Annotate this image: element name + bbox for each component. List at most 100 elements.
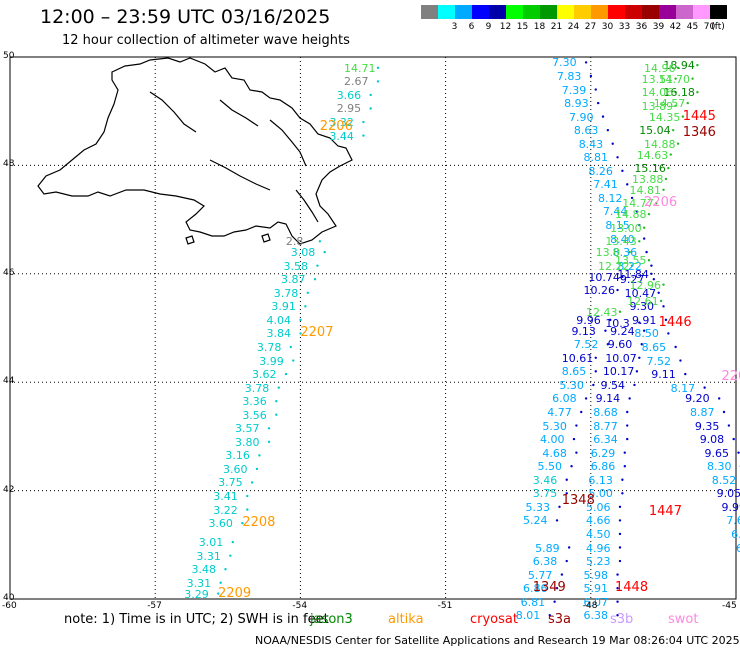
pass-time-label: 2209	[218, 585, 252, 601]
note-text: note: 1) Time is in UTC; 2) SWH is in fe…	[64, 612, 329, 627]
track-point	[246, 508, 249, 511]
track-point	[611, 142, 614, 145]
track-point	[717, 397, 721, 400]
wave-height-value: 8.65	[561, 365, 587, 379]
wave-height-value: 9.24	[610, 324, 635, 338]
credit: NOAA/NESDIS Center for Satellite Applica…	[255, 634, 740, 647]
track-point	[362, 120, 365, 124]
wave-height-value: 6.08	[552, 392, 577, 406]
track-point	[616, 156, 619, 159]
track-point	[659, 299, 663, 303]
lon-tick-label: -57	[147, 601, 162, 611]
track-point	[630, 196, 634, 200]
track-point	[676, 142, 680, 145]
track-point	[618, 559, 622, 563]
track-point	[669, 153, 672, 156]
track-point	[289, 345, 293, 349]
legend-label: 30	[601, 22, 614, 32]
wave-height-value: 7.44	[602, 205, 628, 219]
lon-tick-label: -60	[2, 601, 17, 611]
wave-height-value: 3.75	[218, 476, 243, 490]
wave-height-value: 3.60	[222, 462, 248, 476]
coast-detail-4	[219, 99, 259, 127]
wave-height-value: 3.48	[191, 563, 217, 577]
legend-label: 33	[618, 22, 631, 32]
track-point	[589, 74, 593, 78]
track-point	[618, 505, 622, 509]
wave-height-value: 6.96	[736, 541, 740, 555]
wave-height-value: 8.50	[634, 327, 659, 341]
wave-height-value: 10.26	[583, 284, 616, 298]
track-point	[616, 600, 619, 603]
wave-height-value: 8.15	[605, 219, 630, 233]
wave-height-value: 12.96	[629, 278, 662, 292]
legend-label: 45	[686, 22, 699, 32]
wave-height-value: 10.3	[605, 316, 630, 330]
wave-height-value: 3.66	[336, 88, 362, 102]
track-point	[565, 492, 568, 495]
pass-time-label: 1349	[532, 580, 566, 596]
legend-swatch	[676, 5, 693, 19]
lat-tick-label: 46	[3, 267, 15, 278]
wave-height-value: 7.41	[593, 178, 618, 192]
wave-height-value: 9.65	[704, 446, 730, 460]
track-point	[674, 91, 677, 94]
wave-height-value: 6.86	[523, 582, 548, 596]
wave-height-value: 7.39	[561, 83, 587, 97]
wave-height-value: 6.38	[583, 609, 609, 623]
track-point	[560, 573, 564, 576]
legend-swatch	[608, 5, 625, 19]
wave-height-value: 7.68	[726, 514, 740, 528]
wave-height-value: 5.06	[585, 500, 611, 514]
graticule	[10, 57, 736, 599]
legend-swatch	[625, 5, 642, 19]
legend-swatch	[591, 5, 608, 19]
pass-time-label: 1447	[648, 504, 682, 520]
wave-height-value: 2.67	[343, 75, 369, 89]
wave-height-value: 6.29	[590, 446, 616, 460]
track-point	[299, 332, 302, 335]
track-point	[267, 440, 271, 444]
wave-height-value: 8.36	[612, 246, 638, 260]
wave-height-value: 8.17	[670, 381, 696, 395]
wave-height-value: 7.52	[646, 354, 671, 368]
wave-height-value: 5.77	[527, 568, 553, 582]
wave-height-value: 14.88	[644, 137, 676, 151]
wave-height-value: 14.81	[629, 183, 662, 197]
track-point	[626, 183, 629, 186]
wave-height-value: 8.40	[610, 232, 635, 246]
track-point	[703, 386, 706, 389]
lat-tick-label: 50	[3, 51, 15, 61]
coast-detail-2	[209, 159, 271, 191]
track-point	[662, 305, 665, 308]
legend-swatch	[557, 5, 574, 19]
track-point	[604, 329, 607, 332]
track-point	[229, 554, 232, 557]
track-point	[299, 318, 302, 322]
track-point	[318, 240, 322, 243]
island-2	[261, 233, 271, 243]
track-point	[621, 492, 624, 495]
track-point	[635, 370, 639, 373]
legend-swatch	[642, 5, 659, 19]
wave-height-value: 13.55	[615, 254, 647, 268]
track-point	[681, 115, 685, 118]
wave-height-value: 8.77	[593, 419, 618, 433]
track-point	[224, 567, 227, 571]
track-point	[638, 223, 641, 227]
wave-height-value: 8.63	[573, 124, 599, 138]
track-point	[621, 478, 624, 481]
track-point	[650, 272, 653, 275]
wave-height-value: 13.00	[610, 221, 642, 235]
track-point	[667, 166, 670, 170]
track-point	[676, 66, 680, 70]
legend-swatch	[472, 5, 489, 19]
track-point	[626, 410, 629, 414]
wave-height-value: 13.51	[641, 72, 674, 86]
lon-tick-label: -45	[722, 601, 737, 611]
wave-height-value: 16.18	[663, 86, 695, 100]
track-point	[737, 451, 740, 454]
wave-height-value: 5.89	[535, 541, 560, 555]
wave-height-value: 14.88	[615, 208, 647, 222]
track-point	[246, 494, 249, 498]
